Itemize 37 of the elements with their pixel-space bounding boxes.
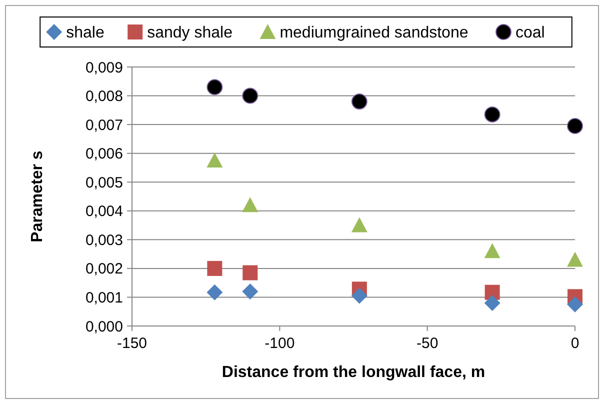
y-tick-label: 0,009 [85, 59, 123, 76]
y-tick-label: 0,003 [85, 232, 123, 249]
x-tick-label: -150 [116, 335, 148, 352]
y-tick-label: 0,006 [85, 146, 123, 163]
x-tick-label: 0 [570, 335, 580, 352]
y-tick-label: 0,001 [85, 289, 123, 306]
legend-label: sandy shale [147, 24, 233, 42]
point [242, 88, 258, 104]
point [567, 252, 583, 267]
point [567, 296, 583, 312]
point [242, 197, 258, 212]
y-tick-label: 0,000 [85, 318, 123, 336]
point [206, 284, 223, 300]
legend-label: shale [66, 24, 104, 42]
y-tick-label: 0,004 [85, 203, 123, 220]
point [484, 106, 500, 122]
point [351, 288, 368, 304]
y-tick-label: 0,002 [85, 260, 123, 278]
point [206, 79, 223, 96]
x-tick-label: -100 [264, 335, 295, 352]
legend-label: coal [516, 24, 545, 42]
y-axis-title: Parameter s [29, 150, 46, 242]
y-tick-label: 0,008 [85, 88, 123, 106]
point [567, 118, 583, 134]
y-tick-label: 0,007 [85, 116, 123, 134]
point [484, 294, 500, 311]
legend-label: mediumgrained sandstone [280, 24, 468, 42]
point [242, 283, 258, 300]
point [207, 260, 222, 276]
point [351, 217, 368, 232]
x-tick-label: -50 [416, 335, 438, 352]
point [351, 94, 368, 110]
point [206, 152, 223, 168]
point [484, 243, 500, 258]
point [242, 265, 258, 280]
x-axis-title: Distance from the longwall face, m [222, 364, 486, 381]
y-tick-label: 0,005 [85, 174, 123, 192]
